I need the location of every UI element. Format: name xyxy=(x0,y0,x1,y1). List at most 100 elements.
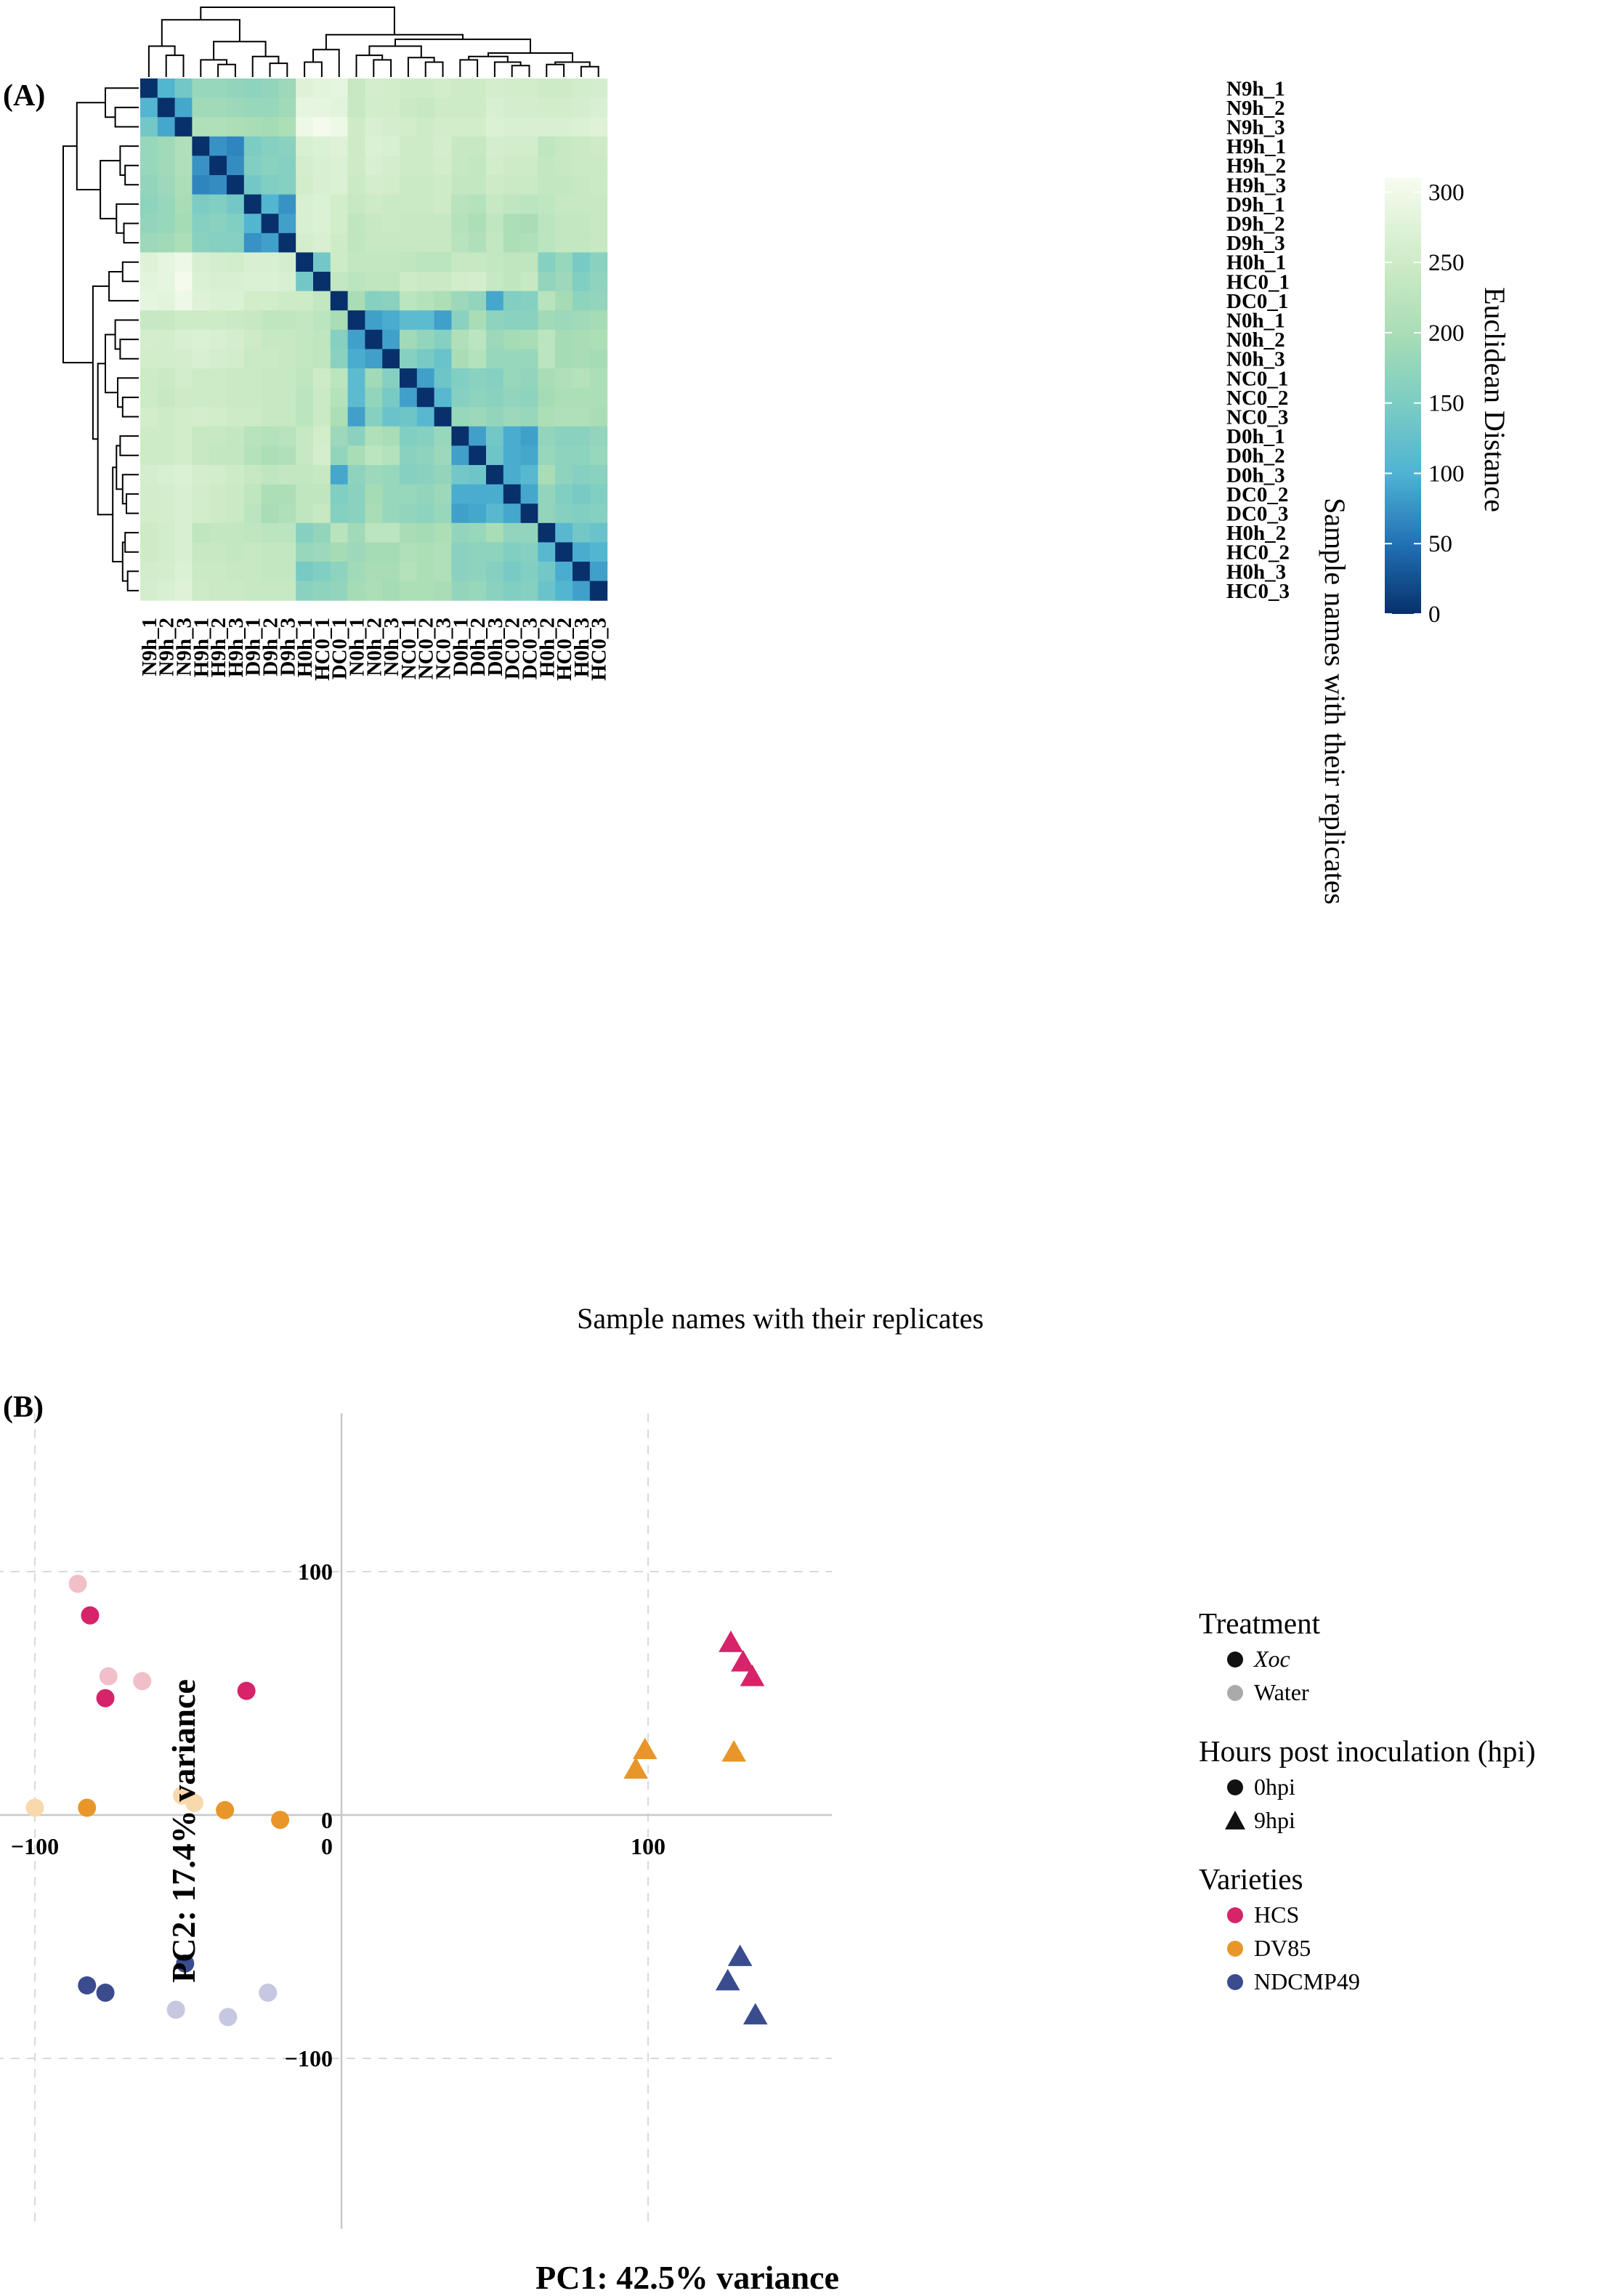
heatmap-cell xyxy=(157,97,176,118)
heatmap-cell xyxy=(555,484,573,504)
heatmap-cell xyxy=(451,175,469,195)
heatmap-cell xyxy=(416,214,435,234)
heatmap-cell xyxy=(192,310,210,331)
heatmap-cell xyxy=(503,117,522,137)
heatmap-cell xyxy=(486,97,504,118)
heatmap-cell xyxy=(347,214,365,234)
heatmap-cell xyxy=(330,310,349,331)
heatmap-cell xyxy=(227,368,245,389)
heatmap-cell xyxy=(157,291,176,311)
heatmap-cell xyxy=(209,368,227,389)
heatmap-cell xyxy=(261,445,279,466)
heatmap-cell xyxy=(192,426,210,446)
heatmap-cell xyxy=(589,484,608,504)
pca-point-circle xyxy=(99,1667,118,1686)
heatmap-cell xyxy=(313,349,331,369)
pca-x-tick-label: −100 xyxy=(11,1833,59,1859)
legend-key-circle xyxy=(1227,1974,1243,1990)
heatmap-cell xyxy=(520,387,538,408)
heatmap-cell xyxy=(503,291,522,311)
dendrogram-branch xyxy=(121,396,139,418)
heatmap-cell xyxy=(347,175,365,195)
heatmap-cell xyxy=(243,426,262,446)
heatmap-cell xyxy=(538,155,556,176)
heatmap-cell xyxy=(469,194,487,214)
heatmap-cell xyxy=(434,233,452,253)
heatmap-cell xyxy=(503,426,522,446)
pca-point-circle xyxy=(271,1811,290,1830)
column-label: DC0_2 xyxy=(501,618,525,679)
heatmap-cell xyxy=(192,291,210,311)
heatmap-cell xyxy=(520,484,538,504)
heatmap-cell xyxy=(365,329,383,349)
heatmap-cell xyxy=(227,291,245,311)
heatmap-cell xyxy=(261,368,279,389)
legend-label: HCS xyxy=(1254,1901,1299,1928)
heatmap-cell xyxy=(434,445,452,466)
heatmap-cell xyxy=(296,310,314,331)
heatmap-cell xyxy=(278,329,296,349)
heatmap-cell xyxy=(416,272,435,292)
heatmap-cell xyxy=(555,310,573,331)
heatmap-cell xyxy=(140,581,158,601)
heatmap-cell xyxy=(313,465,331,485)
column-label: H0h_2 xyxy=(535,618,559,677)
heatmap-cell xyxy=(400,310,418,331)
heatmap-cell xyxy=(520,562,538,582)
heatmap-cell xyxy=(469,291,487,311)
heatmap-cell xyxy=(416,117,435,137)
heatmap-cell xyxy=(365,484,383,504)
heatmap-cell xyxy=(469,407,487,427)
heatmap-cell xyxy=(174,445,193,466)
heatmap-cell xyxy=(486,465,504,485)
heatmap-cell xyxy=(296,562,314,582)
heatmap-cell xyxy=(400,387,418,408)
heatmap-cell xyxy=(278,484,296,504)
heatmap-cell xyxy=(416,426,435,446)
heatmap-cell xyxy=(486,310,504,331)
heatmap-cell xyxy=(313,368,331,389)
heatmap-cell xyxy=(365,310,383,331)
heatmap-cell xyxy=(209,445,227,466)
heatmap-cell xyxy=(174,581,193,601)
heatmap-cell xyxy=(520,175,538,195)
heatmap-cell xyxy=(451,581,469,601)
pca-x-axis-title: PC1: 42.5% variance xyxy=(535,2259,839,2296)
heatmap-cell xyxy=(140,484,158,504)
dendrogram-branch xyxy=(114,106,139,128)
heatmap-cell xyxy=(278,465,296,485)
heatmap-cell xyxy=(503,465,522,485)
heatmap-cell xyxy=(313,117,331,137)
heatmap-cell xyxy=(174,78,193,99)
heatmap-cell xyxy=(520,542,538,562)
heatmap-cell xyxy=(451,484,469,504)
heatmap-cell xyxy=(382,387,400,408)
heatmap-cell xyxy=(400,542,418,562)
row-label: NC0_3 xyxy=(1226,406,1288,429)
heatmap-cell xyxy=(538,97,556,118)
heatmap-cell xyxy=(555,214,573,234)
heatmap-cell xyxy=(227,426,245,446)
heatmap-cell xyxy=(589,136,608,156)
heatmap-cell xyxy=(520,155,538,176)
pca-point-circle xyxy=(96,1984,115,2002)
heatmap-cell xyxy=(243,175,262,195)
row-label: DC0_1 xyxy=(1226,290,1288,313)
heatmap-cell xyxy=(140,542,158,562)
dendrogram-branch xyxy=(200,59,227,77)
heatmap-cell xyxy=(365,504,383,524)
heatmap-cell xyxy=(451,214,469,234)
heatmap-cell xyxy=(573,117,591,137)
heatmap-cell xyxy=(278,194,296,214)
heatmap-cell xyxy=(261,426,279,446)
heatmap-cell xyxy=(278,175,296,195)
colorbar-gradient xyxy=(1385,178,1421,614)
heatmap-cell xyxy=(278,136,296,156)
heatmap-cell xyxy=(365,78,383,99)
colorbar-title: Euclidean Distance xyxy=(1478,287,1511,512)
heatmap-cell xyxy=(503,97,522,118)
heatmap-cell xyxy=(174,368,193,389)
heatmap-cell xyxy=(434,349,452,369)
heatmap-cell xyxy=(486,542,504,562)
heatmap-cell xyxy=(243,78,262,99)
